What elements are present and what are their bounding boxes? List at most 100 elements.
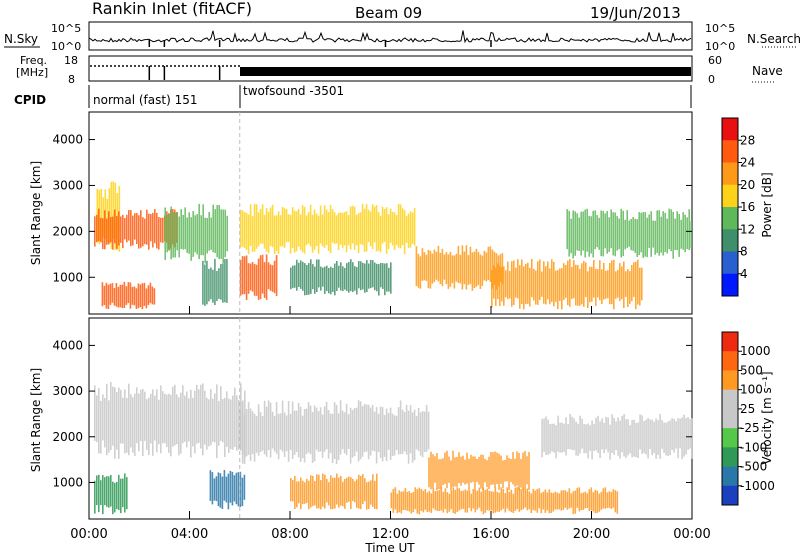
range-time-cell — [136, 213, 138, 244]
range-time-cell — [590, 216, 592, 254]
range-time-cell — [579, 415, 581, 454]
range-time-cell — [486, 488, 489, 511]
range-time-cell — [122, 478, 124, 508]
colorbar-tick-label: -25 — [740, 421, 760, 435]
range-time-cell — [110, 475, 112, 507]
range-time-cell — [502, 460, 504, 488]
range-time-cell — [486, 460, 488, 488]
range-time-cell — [241, 477, 244, 507]
range-time-cell — [575, 421, 577, 456]
range-time-cell — [359, 212, 362, 245]
range-time-cell — [184, 207, 186, 250]
range-time-cell — [360, 476, 362, 510]
range-time-cell — [589, 425, 591, 451]
range-time-cell — [351, 409, 354, 458]
range-time-cell — [500, 455, 502, 484]
range-time-cell — [528, 491, 531, 510]
range-time-cell — [140, 210, 142, 248]
range-time-cell — [174, 384, 176, 446]
range-time-cell — [176, 212, 178, 251]
colorbar-segment — [722, 251, 738, 275]
range-time-cell — [572, 210, 574, 259]
range-time-cell — [577, 264, 579, 306]
freq-nave-panel — [88, 55, 693, 82]
range-time-cell — [108, 400, 110, 453]
range-time-cell — [615, 271, 617, 299]
colorbar-tick-label: -100 — [740, 440, 767, 454]
range-time-cell — [441, 248, 444, 287]
range-time-cell — [498, 492, 501, 512]
range-time-cell — [522, 452, 524, 490]
range-time-cell — [251, 216, 254, 252]
range-time-cell — [510, 489, 513, 513]
range-time-cell — [353, 206, 356, 250]
range-time-cell — [190, 217, 192, 261]
nave-tick-low: 0 — [708, 73, 715, 86]
range-time-cell — [495, 267, 497, 306]
range-time-cell — [602, 211, 604, 257]
range-time-cell — [300, 260, 302, 289]
range-time-cell — [298, 481, 300, 504]
range-time-cell — [188, 398, 190, 442]
range-time-cell — [184, 395, 186, 442]
range-time-cell — [608, 217, 610, 252]
range-time-cell — [404, 488, 407, 511]
range-time-cell — [544, 489, 547, 513]
range-time-cell — [445, 252, 448, 285]
range-time-cell — [631, 420, 633, 458]
range-time-cell — [472, 456, 474, 482]
range-time-cell — [555, 425, 557, 459]
range-time-cell — [372, 474, 374, 507]
range-time-cell — [348, 262, 350, 293]
range-time-cell — [100, 400, 102, 454]
range-time-cell — [552, 492, 555, 512]
range-time-cell — [520, 459, 522, 488]
range-time-cell — [220, 209, 222, 259]
range-time-cell — [546, 492, 549, 511]
range-time-cell — [123, 281, 126, 308]
range-time-cell — [484, 458, 486, 483]
range-time-cell — [601, 418, 603, 450]
range-time-cell — [358, 474, 360, 509]
range-time-cell — [275, 215, 278, 252]
range-time-cell — [431, 253, 434, 284]
range-time-cell — [516, 451, 518, 486]
range-time-cell — [208, 399, 210, 447]
range-time-cell — [403, 210, 406, 255]
range-time-cell — [168, 214, 170, 251]
range-time-cell — [309, 405, 312, 455]
range-time-cell — [503, 266, 505, 306]
range-time-cell — [543, 261, 545, 304]
range-time-cell — [355, 407, 358, 452]
range-time-cell — [455, 253, 458, 282]
range-time-cell — [487, 246, 490, 280]
range-time-cell — [586, 208, 588, 252]
range-time-cell — [629, 271, 631, 304]
range-time-cell — [347, 215, 350, 246]
range-time-cell — [646, 217, 648, 258]
range-time-cell — [570, 493, 573, 508]
range-time-cell — [397, 203, 400, 248]
range-time-cell — [437, 245, 440, 282]
range-time-cell — [325, 209, 328, 245]
range-time-cell — [545, 416, 547, 455]
range-time-cell — [440, 459, 442, 490]
range-time-cell — [586, 493, 589, 508]
range-time-cell — [434, 456, 436, 483]
range-time-cell — [397, 407, 400, 455]
range-time-cell — [247, 214, 250, 255]
range-time-cell — [367, 209, 370, 242]
range-time-cell — [303, 409, 306, 463]
range-time-cell — [196, 384, 198, 444]
range-time-cell — [120, 389, 122, 444]
range-time-cell — [517, 259, 519, 299]
range-time-cell — [182, 214, 184, 250]
sky-noise-line — [88, 30, 692, 44]
range-time-cell — [677, 418, 679, 459]
range-time-cell — [269, 402, 272, 458]
range-time-cell — [151, 286, 154, 305]
range-time-cell — [451, 255, 454, 284]
range-time-cell — [345, 211, 348, 253]
range-time-cell — [224, 397, 226, 458]
range-time-cell — [152, 389, 154, 456]
